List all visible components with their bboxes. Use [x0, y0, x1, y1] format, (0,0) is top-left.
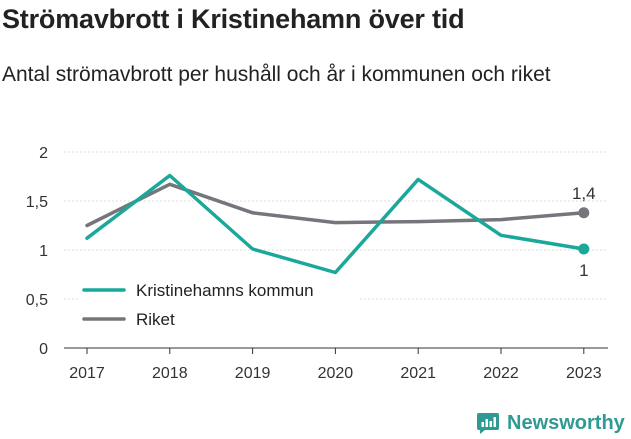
y-tick-label: 0: [39, 341, 48, 358]
chart-subtitle: Antal strömavbrott per hushåll och år i …: [2, 63, 551, 86]
y-tick-label: 1,5: [26, 194, 48, 211]
x-tick-label: 2020: [318, 365, 354, 382]
x-tick-label: 2022: [483, 365, 519, 382]
x-tick-label: 2018: [152, 365, 188, 382]
chart-title: Strömavbrott i Kristinehamn över tid: [2, 4, 465, 34]
y-tick-label: 0,5: [26, 292, 48, 309]
x-tick-label: 2017: [69, 365, 105, 382]
series-end-point-kristinehamn: [578, 243, 590, 255]
legend-label: Riket: [136, 310, 175, 329]
x-tick-label: 2019: [235, 365, 271, 382]
series-line-kristinehamn: [85, 173, 586, 275]
legend-label: Kristinehamns kommun: [136, 281, 314, 300]
x-tick-label: 2023: [566, 365, 602, 382]
end-value-label: 1,4: [572, 184, 596, 203]
brand-logo[interactable]: Newsworthy: [476, 408, 625, 438]
newsworthy-icon: [477, 413, 499, 434]
x-tick-label: 2021: [400, 365, 436, 382]
y-tick-label: 2: [39, 145, 48, 162]
end-value-label: 1: [579, 261, 588, 280]
series-line-riket: [85, 182, 586, 228]
brand-name: Newsworthy: [507, 412, 625, 434]
series-end-point-riket: [578, 207, 590, 219]
y-tick-label: 1: [39, 243, 48, 260]
